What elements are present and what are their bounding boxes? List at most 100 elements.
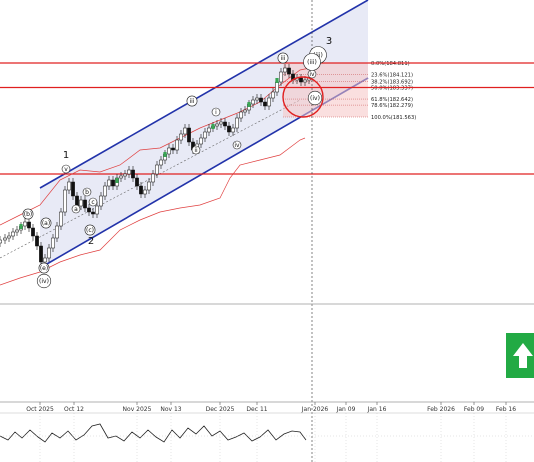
candle-body	[203, 131, 207, 139]
wave-label-circle	[38, 262, 50, 274]
candle-body	[251, 99, 255, 105]
x-tick-label: Oct 2025	[26, 406, 54, 413]
candle-body	[111, 179, 115, 187]
candle-body	[47, 247, 51, 259]
wave-label-circle	[36, 273, 52, 289]
candle-body	[35, 235, 39, 247]
candle-body	[143, 189, 147, 195]
channel-mid-line	[0, 99, 301, 259]
wave-label-circle	[277, 52, 289, 64]
fib-label: 38.2%(183.692)	[371, 80, 413, 86]
candle-body	[279, 71, 283, 83]
candle-body	[83, 199, 87, 209]
candle-body	[275, 81, 279, 93]
fib-label: 50.0%(183.337)	[371, 86, 413, 92]
candle-body	[15, 229, 19, 233]
candle-body	[235, 117, 239, 129]
wave-label: (c)	[86, 227, 94, 234]
wave-label: (e)	[40, 265, 48, 272]
candle-body	[199, 137, 203, 145]
x-tick-label: Feb 2026	[427, 406, 455, 413]
fib-label: 61.8%(182.642)	[371, 97, 413, 103]
wave-label-circle	[307, 90, 323, 106]
candle-body-highlight	[115, 178, 119, 183]
candle-body	[135, 177, 139, 187]
candle-body	[283, 67, 287, 73]
x-tick-label: Nov 2025	[123, 406, 152, 413]
fib-label: 100.0%(181.563)	[371, 115, 416, 121]
wave-label: i	[215, 109, 217, 116]
candle-body	[99, 195, 103, 207]
candle-body	[59, 211, 63, 227]
wave-label: iii	[280, 55, 285, 62]
fib-zone	[283, 63, 368, 117]
candle-body-highlight	[19, 224, 23, 229]
wave-label: (b)	[24, 211, 33, 218]
upper-envelope	[0, 65, 321, 226]
wave-label: (a)	[42, 220, 50, 227]
wave-label-major: 3	[326, 36, 332, 47]
candle-body	[287, 67, 291, 75]
candle-body	[123, 173, 127, 177]
candle-body	[215, 123, 219, 127]
wave-label-circle	[40, 217, 52, 229]
candle-body	[303, 79, 307, 83]
x-tick-label: Nov 13	[160, 406, 181, 413]
candle-body	[75, 195, 79, 207]
candle-body	[67, 181, 71, 191]
candle-body	[223, 121, 227, 127]
candle-body	[151, 173, 155, 183]
candle-body	[43, 257, 47, 263]
candle-body-highlight	[211, 124, 215, 129]
wave-label: iii	[189, 98, 194, 105]
wave-label-circle	[84, 224, 96, 236]
wave-label: (iii)	[313, 52, 323, 59]
candle-body	[171, 147, 175, 151]
wave-label: b	[85, 189, 89, 196]
candle-body	[0, 239, 2, 244]
channel-upper-line	[39, 0, 369, 189]
x-tick-label: Oct 12	[64, 406, 84, 413]
wave-label: ii	[194, 147, 198, 154]
wave-label-circle	[186, 95, 198, 107]
up-arrow-icon	[506, 333, 534, 378]
candle-body	[119, 175, 123, 179]
wave-label-circle	[303, 53, 321, 71]
candle-body	[227, 125, 231, 133]
wave-label: (iv)	[310, 95, 320, 102]
candle-body-highlight	[163, 152, 167, 157]
candle-body	[271, 91, 275, 99]
x-tick-label: Feb 16	[496, 406, 516, 413]
fib-label: 0.0%(184.811)	[371, 61, 410, 67]
candle-body	[107, 179, 111, 187]
candle-body	[147, 181, 151, 191]
candle-body	[259, 97, 263, 103]
candle-body	[3, 237, 7, 241]
wave-label-circle	[22, 208, 34, 220]
candle-body	[51, 237, 55, 249]
candle-body	[127, 169, 131, 175]
candle-body	[95, 205, 99, 215]
candle-body	[87, 207, 91, 213]
wave-label-circle	[61, 164, 71, 174]
wave-label-circle	[232, 140, 242, 150]
wave-label-circle	[88, 197, 98, 207]
oscillator-line	[0, 423, 307, 443]
candle-body	[79, 199, 83, 207]
candle-body	[187, 127, 191, 143]
candle-body	[267, 97, 271, 107]
candle-body	[139, 185, 143, 195]
candle-body	[239, 111, 243, 119]
candle-body	[255, 97, 259, 101]
candle-body-highlight	[247, 102, 251, 107]
candle-body	[103, 185, 107, 197]
wave-label: iv	[234, 142, 240, 149]
candle-body	[91, 211, 95, 215]
x-tick-label: Jan 09	[336, 406, 356, 413]
candle-body	[167, 147, 171, 155]
x-tick-label: Dec 11	[246, 406, 267, 413]
target-circle	[282, 76, 324, 118]
x-tick-label: Jan 2026	[301, 406, 329, 413]
wave-label: (iii)	[307, 59, 317, 66]
candle-body	[27, 221, 31, 229]
